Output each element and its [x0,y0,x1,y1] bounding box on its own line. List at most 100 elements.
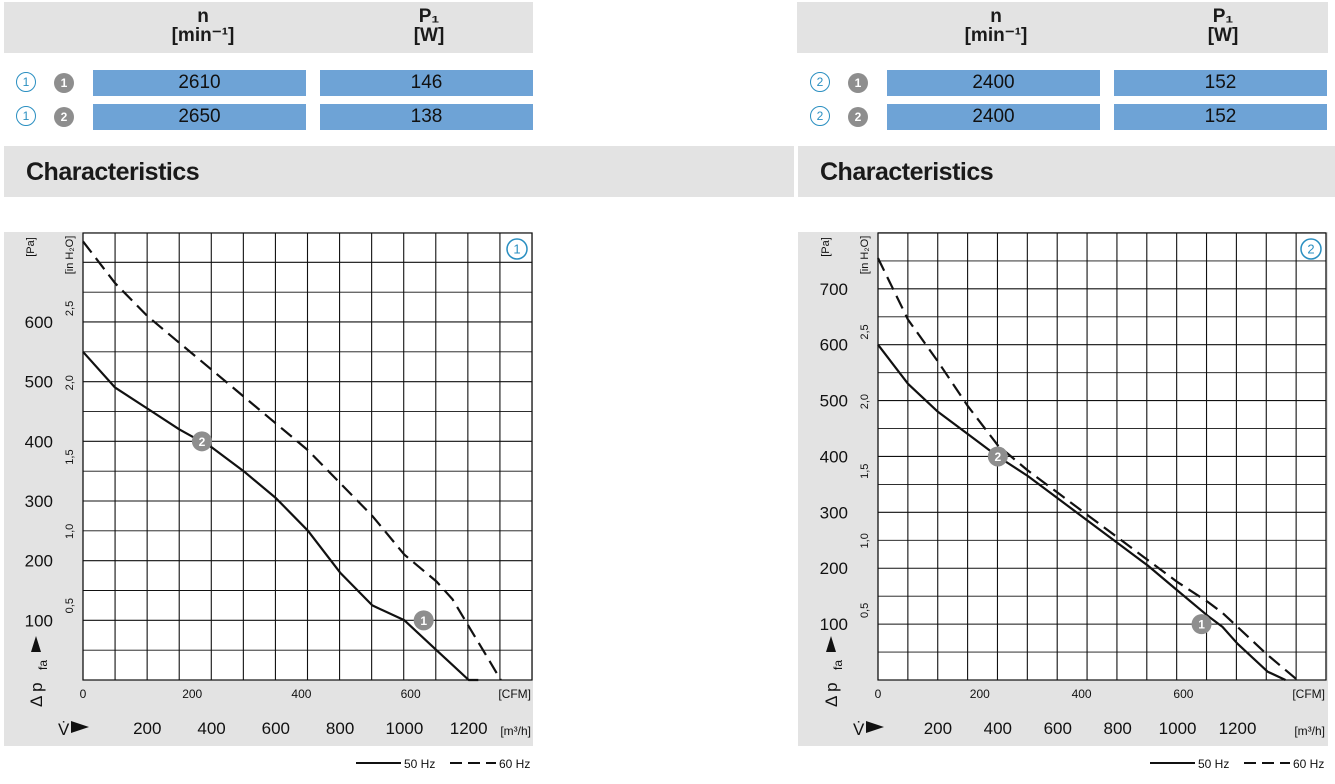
plot-border [82,232,533,681]
speed-header: n [min⁻¹] [941,2,1051,45]
characteristics-title: Characteristics [820,158,994,186]
curve-1-badge: 1 [16,106,36,126]
x-tick-label-m3h: 800 [1103,719,1131,738]
x-tick-label-cfm: 0 [875,687,882,701]
operating-point-label: 2 [199,435,206,449]
x-tick-label-m3h: 1200 [450,719,488,738]
y-tick-label-pa: 500 [25,373,53,392]
x-unit-cfm: [CFM] [498,687,531,701]
y-tick-label-inh2o: 1,0 [859,533,871,548]
y-tick-label-inh2o: 1,5 [64,449,76,464]
y-unit-pa: [Pa] [25,237,37,257]
y-tick-label-pa: 100 [25,611,53,630]
row-2-speed: 2650 [93,104,306,130]
x-tick-label-m3h: 1000 [385,719,423,738]
x-tick-label-m3h: 200 [133,719,161,738]
y-unit-inh2o: [in H₂O] [859,236,871,275]
x-tick-label-m3h: 400 [197,719,225,738]
x-tick-label-m3h: 1200 [1219,719,1257,738]
legend-label-50hz: 50 Hz [404,757,435,771]
y-unit-pa: [Pa] [820,237,832,257]
legend-label-60hz: 60 Hz [499,757,530,771]
row-1-speed: 2400 [887,70,1100,96]
characteristics-title: Characteristics [26,158,200,186]
x-unit-m3h: [m³/h] [500,724,531,738]
row-1-power: 146 [320,70,533,96]
operating-point-marker [413,610,434,631]
x-tick-label-cfm: 200 [970,687,990,701]
y-tick-label-pa: 400 [820,447,848,466]
y-axis-title-sub: fa [36,660,50,670]
series-line-50hz [82,351,479,682]
row-2-power: 138 [320,104,533,130]
series-line-50hz [877,344,1286,681]
y-tick-label-inh2o: 2,5 [859,324,871,339]
x-axis-arrow-icon [866,721,884,733]
row-2-speed: 2400 [887,104,1100,130]
y-tick-label-pa: 600 [820,336,848,355]
curve-2-badge: 2 [810,72,830,92]
x-tick-label-m3h: 600 [262,719,290,738]
y-tick-label-pa: 300 [25,492,53,511]
y-tick-label-pa: 600 [25,313,53,332]
x-tick-label-cfm: 600 [1173,687,1193,701]
y-axis-arrow-icon [826,636,836,652]
x-tick-label-cfm: 400 [1072,687,1092,701]
series-line-60hz [877,257,1299,681]
y-axis-title: Δ p fa [27,660,50,707]
curve-label: 2 [1307,242,1314,257]
y-tick-label-pa: 700 [820,280,848,299]
y-tick-label-pa: 400 [25,432,53,451]
table-header: n [min⁻¹] P₁ [W] [4,2,533,53]
row-1-speed: 2610 [93,70,306,96]
x-tick-label-cfm: 400 [291,687,311,701]
point-2-badge: 2 [848,107,868,127]
legend-label-60hz: 60 Hz [1293,757,1324,771]
operating-point-marker [1191,614,1212,635]
chart-2: 100 200 300 400 500 600 700 0,5 1,0 1,5 2,0 2,5 [Pa]… [820,232,1327,771]
x-tick-label-m3h: 400 [984,719,1012,738]
power-unit: [W] [413,25,445,46]
x-unit-m3h: [m³/h] [1294,724,1325,738]
y-unit-inh2o: [in H₂O] [64,236,76,275]
speed-header: n [min⁻¹] [148,2,258,45]
x-tick-label-m3h: 600 [1044,719,1072,738]
y-tick-label-inh2o: 2,5 [64,301,76,316]
plot-border [877,232,1327,681]
x-axis-title: V̇ [58,720,70,739]
power-header: P₁ [W] [374,2,484,45]
speed-symbol: n [197,6,209,27]
y-tick-label-inh2o: 0,5 [64,598,76,613]
series-line-60hz [82,240,502,681]
x-axis-title: V̇ [853,720,865,739]
legend-label-50hz: 50 Hz [1198,757,1229,771]
x-tick-label-cfm: 600 [401,687,421,701]
power-symbol: P₁ [418,6,440,27]
operating-point-label: 1 [420,614,427,628]
characteristics-header: Characteristics [798,146,1335,197]
point-2-badge: 2 [54,107,74,127]
y-tick-label-pa: 200 [25,552,53,571]
speed-unit: [min⁻¹] [171,25,235,46]
power-header: P₁ [W] [1168,2,1278,45]
y-axis-title-sub: fa [831,660,845,670]
curve-label-circle [1300,238,1322,260]
curve-label: 1 [513,242,520,257]
y-axis-arrow-icon [31,636,41,652]
y-axis-title-text: Δ p [27,682,46,707]
y-tick-label-inh2o: 0,5 [859,603,871,618]
y-tick-label-inh2o: 1,5 [859,464,871,479]
x-tick-label-m3h: 800 [326,719,354,738]
y-tick-label-pa: 200 [820,559,848,578]
power-unit: [W] [1207,25,1239,46]
point-1-badge: 1 [54,73,74,93]
speed-unit: [min⁻¹] [964,25,1028,46]
operating-point-label: 1 [1198,618,1205,632]
speed-symbol: n [990,6,1002,27]
y-axis-title-text: Δ p [822,682,841,707]
curve-label-circle [506,238,528,260]
operating-point-label: 2 [994,450,1001,464]
y-tick-label-pa: 100 [820,615,848,634]
x-unit-cfm: [CFM] [1292,687,1325,701]
table-header: n [min⁻¹] P₁ [W] [797,2,1328,53]
